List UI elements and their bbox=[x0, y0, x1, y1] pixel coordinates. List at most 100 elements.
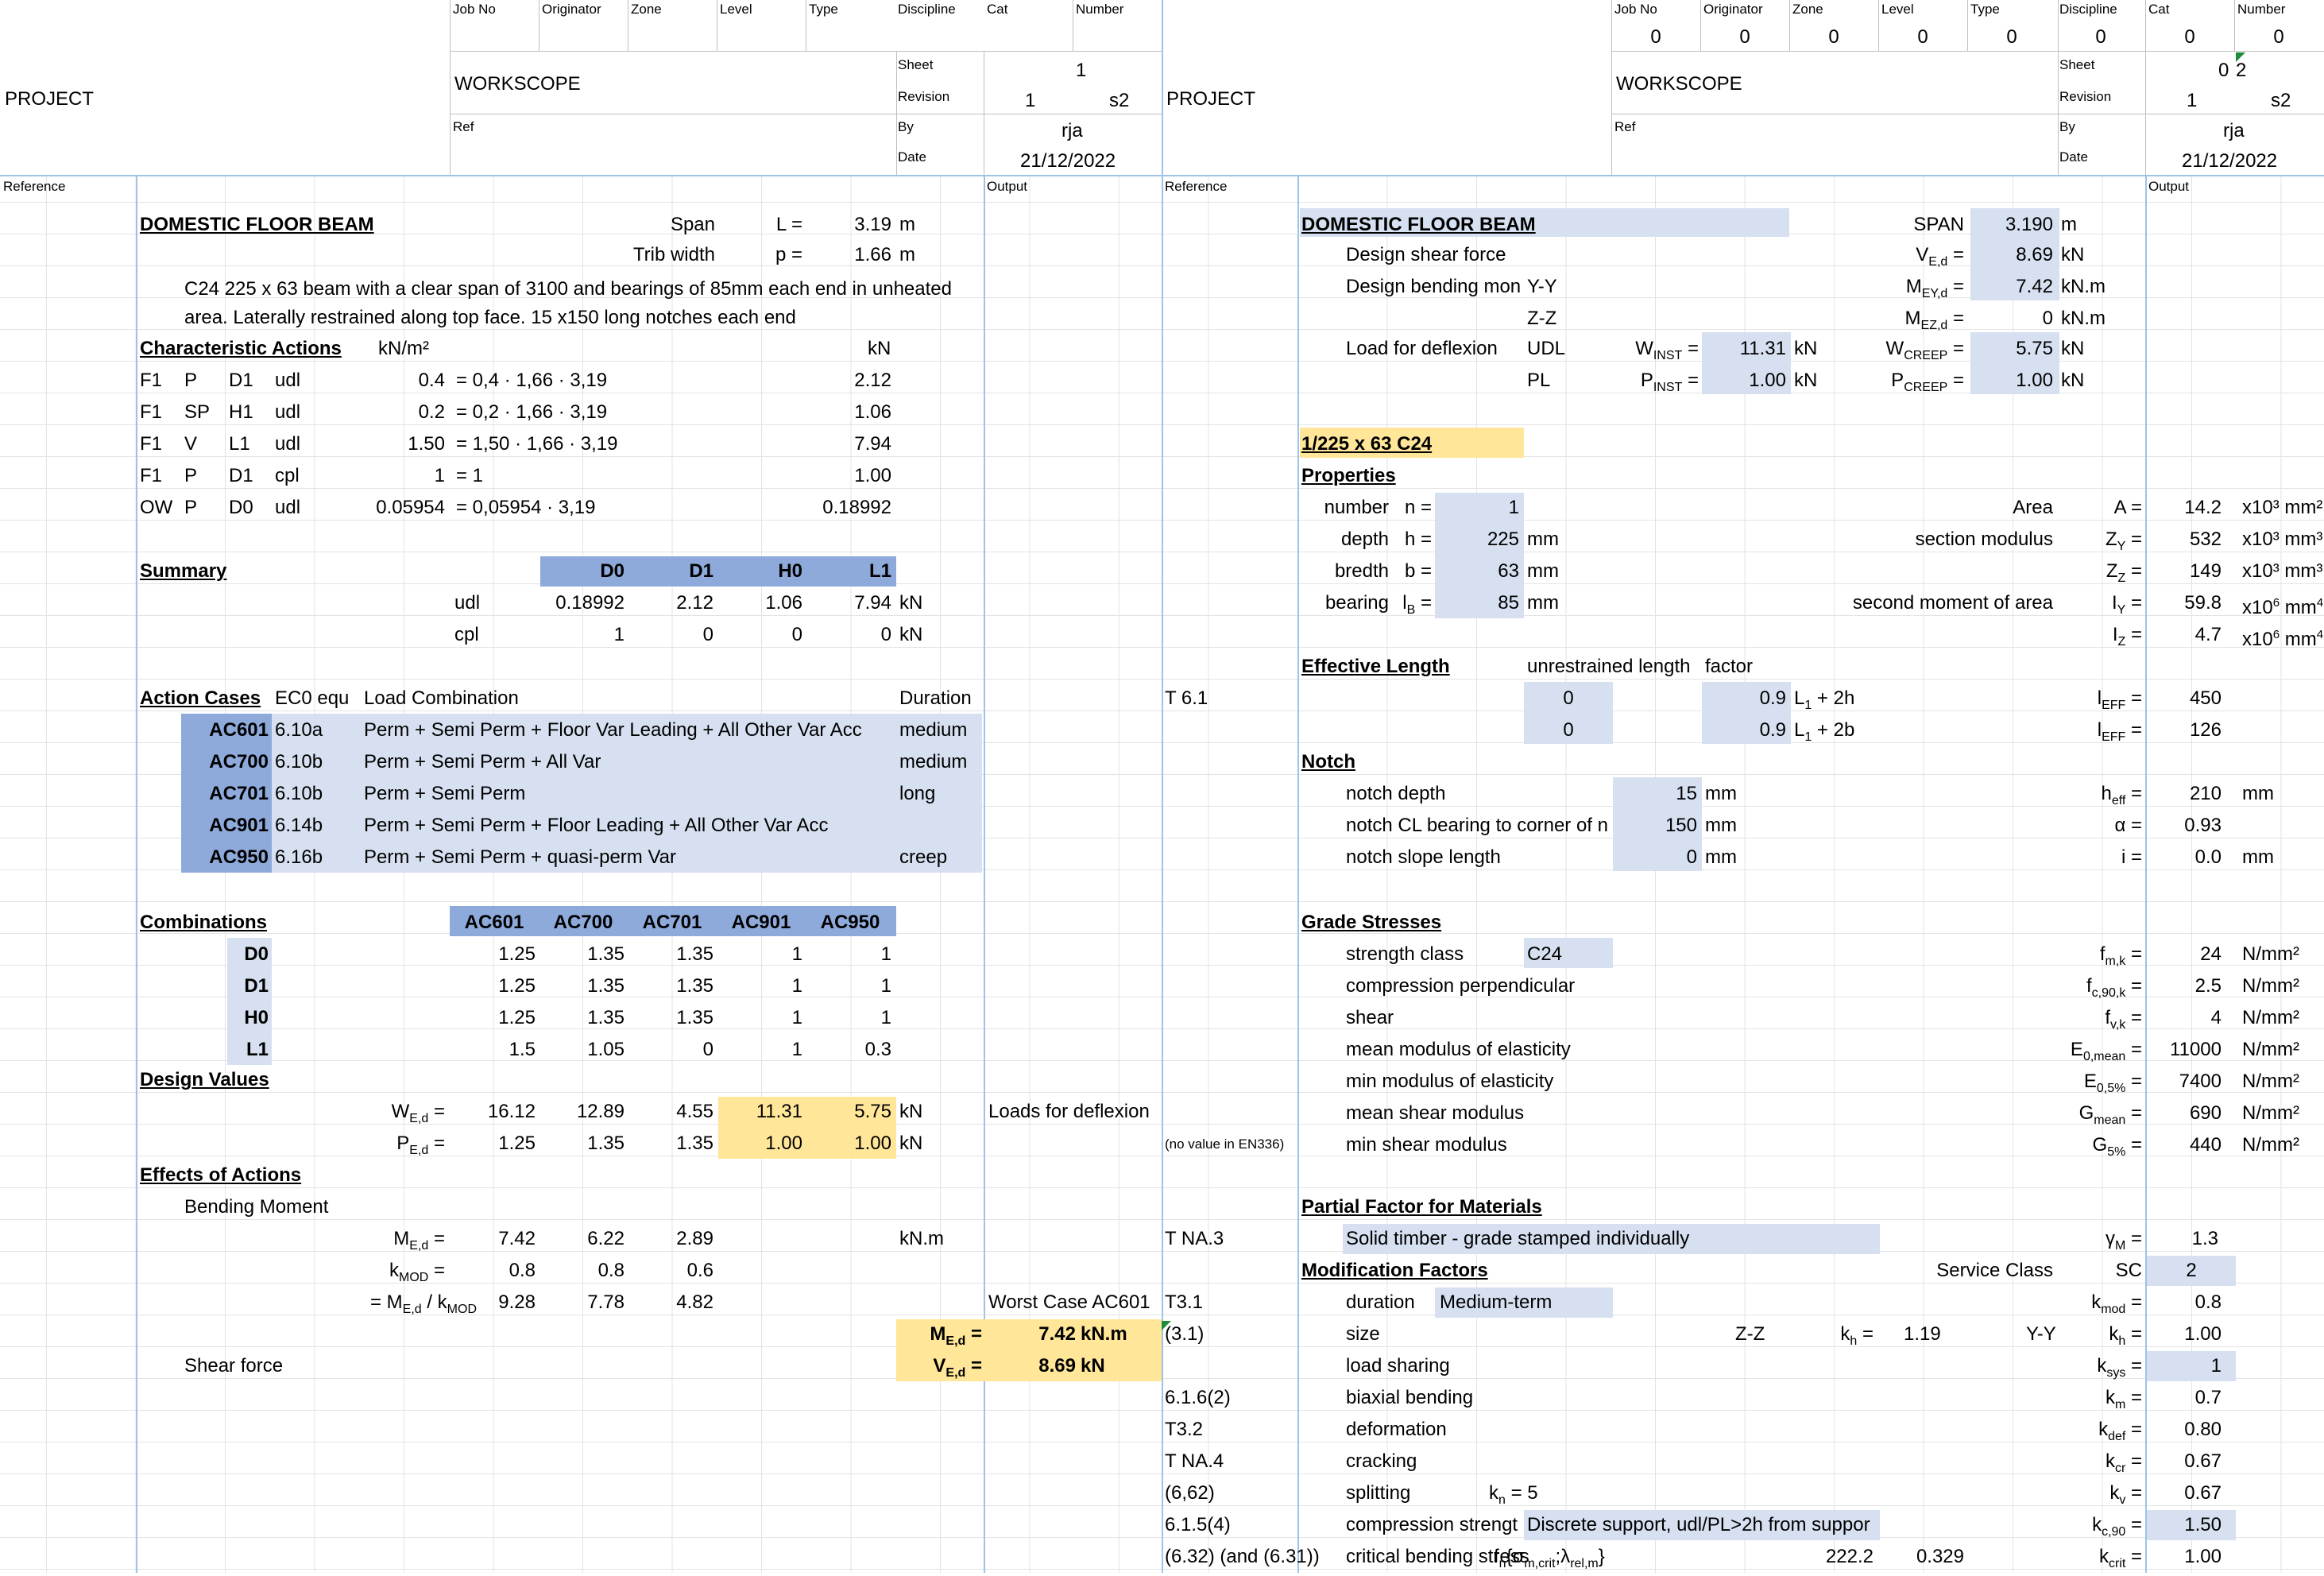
header-divider bbox=[1611, 0, 1612, 175]
eff-length-expr: L1 + 2h bbox=[1794, 687, 1855, 712]
eff-length-col2: factor bbox=[1705, 656, 1754, 677]
med-cell: 7.42 bbox=[498, 1228, 536, 1249]
kc90-band bbox=[2147, 1510, 2236, 1540]
pinst-value: 1.00 bbox=[1749, 370, 1786, 391]
combination-cell: 1.35 bbox=[587, 975, 625, 997]
combination-col-header: AC901 bbox=[731, 912, 791, 933]
summary-col-header: H0 bbox=[778, 560, 802, 582]
combination-cell: 1.35 bbox=[587, 1007, 625, 1028]
sheet-label: Sheet bbox=[898, 57, 934, 72]
output-label: Output bbox=[2148, 179, 2190, 194]
header-divider bbox=[2058, 0, 2059, 51]
grade-label: compression perpendicular bbox=[1346, 975, 1576, 997]
mod-sym: kcr = bbox=[2105, 1450, 2142, 1475]
bending-axis-z: Z-Z bbox=[1527, 308, 1557, 329]
pinst-sym: PINST = bbox=[1640, 370, 1699, 394]
deflexion-note: Loads for deflexion bbox=[988, 1101, 1150, 1122]
property-rvalue: 4.7 bbox=[2194, 624, 2222, 645]
property-rsym: ZY = bbox=[2105, 529, 2142, 553]
action-case-id: AC701 bbox=[209, 783, 269, 804]
header-block bbox=[0, 0, 1162, 176]
kn-sym: kn = 5 bbox=[1489, 1482, 1538, 1507]
combination-cell: 1.35 bbox=[676, 943, 713, 965]
combination-row-id: D1 bbox=[244, 975, 269, 997]
ved-value: 8.69 bbox=[2016, 244, 2053, 265]
property-unit: mm bbox=[1527, 529, 1559, 550]
mod-label: cracking bbox=[1346, 1450, 1417, 1472]
date-label: Date bbox=[2059, 149, 2088, 165]
property-label: number bbox=[1324, 497, 1389, 518]
pane-divider bbox=[1162, 0, 1163, 1573]
pcreep-value: 1.00 bbox=[2016, 370, 2053, 391]
revision-value: 1 bbox=[2187, 90, 2198, 111]
char-row-a: F1 bbox=[140, 465, 163, 486]
mod-label: splitting bbox=[1346, 1482, 1411, 1504]
partial-heading: Partial Factor for Materials bbox=[1301, 1196, 1542, 1218]
mod-label: load sharing bbox=[1346, 1355, 1450, 1377]
summary-row-label: udl bbox=[454, 592, 481, 614]
combination-col-header: AC701 bbox=[642, 912, 702, 933]
grade-value: 440 bbox=[2189, 1134, 2222, 1156]
span-unit: m bbox=[2061, 214, 2077, 235]
char-row-b: V bbox=[184, 433, 198, 455]
grade-unit: N/mm² bbox=[2242, 1134, 2299, 1156]
ved-out-value: 8.69 bbox=[1038, 1355, 1076, 1377]
summary-row-label: cpl bbox=[454, 624, 479, 645]
header-value: 0 bbox=[2184, 26, 2195, 48]
property-sym: lB = bbox=[1402, 592, 1432, 617]
wed-cell: 16.12 bbox=[487, 1101, 536, 1122]
header-label: Cat bbox=[2148, 2, 2170, 17]
grade-value: 2.5 bbox=[2194, 975, 2222, 997]
sheet-value: 1 bbox=[1076, 60, 1087, 81]
service-class-label: Service Class bbox=[1936, 1260, 2053, 1281]
char-row-formula: = 0,2 · 1,66 · 3,19 bbox=[456, 401, 608, 423]
action-case-duration: creep bbox=[899, 846, 948, 868]
wed-cell: 12.89 bbox=[576, 1101, 625, 1122]
ped-cell: 1.35 bbox=[587, 1133, 625, 1154]
notch-label: notch slope length bbox=[1346, 846, 1501, 868]
notch-sym: α = bbox=[2114, 815, 2142, 836]
wcreep-unit: kN bbox=[2061, 338, 2085, 359]
by-label: By bbox=[898, 119, 914, 134]
notch-label: notch CL bearing to corner of n bbox=[1346, 815, 1608, 836]
combination-cell: 1.05 bbox=[587, 1039, 625, 1060]
grade-unit: N/mm² bbox=[2242, 975, 2299, 997]
grade-value: 11000 bbox=[2170, 1039, 2222, 1060]
title-band bbox=[1300, 208, 1789, 237]
mod-value: 0.67 bbox=[2184, 1450, 2222, 1472]
reference-column-line bbox=[136, 176, 137, 1573]
grade-box: C24 bbox=[1527, 943, 1563, 965]
grade-sym: Gmean = bbox=[2078, 1102, 2142, 1127]
summary-row-unit: kN bbox=[899, 592, 923, 614]
notch-rvalue: 210 bbox=[2189, 783, 2222, 804]
worst-case-label: Worst Case AC601 bbox=[988, 1291, 1150, 1313]
action-case-lc: Perm + Semi Perm + All Var bbox=[364, 751, 601, 773]
ved-out-label: VE,d = bbox=[933, 1355, 982, 1380]
span-sym: L = bbox=[775, 214, 802, 235]
mez-value: 0 bbox=[2042, 308, 2053, 329]
char-row-value: 0.4 bbox=[418, 370, 445, 391]
header-divider bbox=[2058, 51, 2059, 175]
action-case-id: AC601 bbox=[209, 719, 269, 741]
action-case-eq: 6.10b bbox=[275, 783, 323, 804]
char-row-result: 2.12 bbox=[854, 370, 891, 391]
property-rvalue: 59.8 bbox=[2184, 592, 2222, 614]
char-row-formula: = 0,4 · 1,66 · 3,19 bbox=[456, 370, 608, 391]
ref-label: Ref bbox=[453, 119, 474, 134]
action-case-duration: medium bbox=[899, 719, 968, 741]
char-row-c: H1 bbox=[229, 401, 253, 423]
kmod-label: kMOD = bbox=[389, 1260, 445, 1284]
action-case-eq: 6.10a bbox=[275, 719, 323, 741]
revision-label: Revision bbox=[2059, 89, 2112, 104]
summary-cell: 2.12 bbox=[676, 592, 713, 614]
project-label: PROJECT bbox=[1166, 88, 1256, 110]
summary-cell: 0 bbox=[880, 624, 891, 645]
size-zz: Z-Z bbox=[1735, 1323, 1765, 1345]
action-case-eq: 6.16b bbox=[275, 846, 323, 868]
sheet-label: Sheet bbox=[2059, 57, 2095, 72]
char-row-d: udl bbox=[275, 370, 301, 391]
mod-sym: kv = bbox=[2109, 1482, 2142, 1507]
ved-sym: VE,d = bbox=[1916, 244, 1964, 269]
left-sheet: Job No Originator Zone Level Type Discip… bbox=[0, 0, 1163, 1573]
grade-label: mean shear modulus bbox=[1346, 1102, 1525, 1124]
